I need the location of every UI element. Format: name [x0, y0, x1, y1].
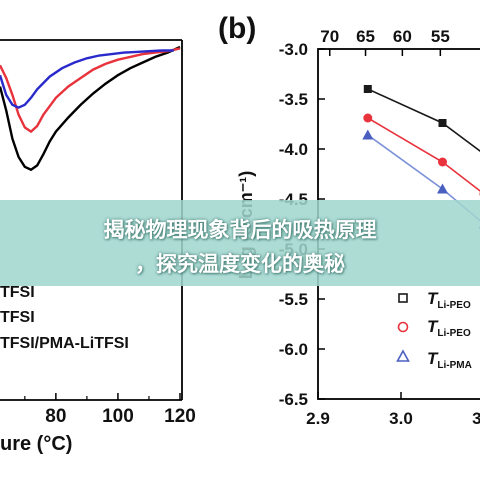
panel-b-ytick-label-2: -4.0 [279, 140, 308, 159]
panel-a-series-line-2 [0, 49, 174, 109]
panel-b-toptick-label-1: 65 [356, 27, 375, 46]
panel-a-legend-1: TFSI [0, 284, 35, 301]
panel-b-point-0-0 [363, 85, 372, 93]
panel-a-xtick-label-0: 80 [45, 406, 66, 427]
legend-label-3-T: T [427, 349, 439, 368]
panel-a-xtick-label-1: 100 [102, 406, 134, 427]
legend-label-3-sub: Li-PMA [437, 360, 471, 371]
panel-a-xticks: 80 100 120 [24, 393, 196, 427]
overlay-banner [0, 200, 480, 286]
panel-b-label: (b) [218, 12, 256, 45]
panel-a-xlabel: ure (°C) [0, 433, 72, 455]
panel-b-point-2-1 [437, 183, 448, 194]
panel-b-toptick-label-3: 55 [431, 27, 450, 46]
panel-b-ytick-label-5: -5.5 [279, 290, 308, 309]
legend-triangle-marker [396, 349, 410, 362]
legend-label-1-T: T [427, 289, 439, 308]
legend-label-2-T: T [427, 317, 439, 336]
panel-a-series [0, 45, 181, 172]
legend-label-2-sub: Li-PEO [437, 328, 471, 339]
panel-b-series-line-1 [367, 117, 480, 192]
legend-square-marker [398, 293, 408, 303]
panel-b-xtick-label-2: 3.1 [472, 409, 480, 428]
panel-a-legend-2: TFSI [0, 309, 35, 326]
panel-b-series [362, 85, 480, 229]
panel-a-legend-3: TFSI/PMA-LiTFSI [0, 335, 129, 352]
legend-label-1: TLi-PEO [427, 289, 471, 311]
overlay-title-line-1: 揭秘物理现象背后的吸热原理 [103, 218, 377, 242]
panel-b-series-line-0 [367, 88, 480, 153]
legend-circle-marker [397, 321, 409, 333]
panel-a-xtick-label-2: 120 [164, 406, 196, 427]
panel-b-ytick-label-1: -3.5 [279, 90, 308, 109]
panel-b-ytick-label-6: -6.0 [279, 340, 308, 359]
legend-label-1-sub: Li-PEO [437, 300, 471, 311]
panel-b-ytick-label-7: -6.5 [279, 390, 308, 409]
panel-b-xticks: 2.9 3.0 3.1 [306, 392, 480, 428]
panel-b-xtick-label-1: 3.0 [389, 409, 413, 428]
panel-b-point-2-0 [362, 129, 374, 140]
panel-b-xtick-label-0: 2.9 [306, 409, 330, 428]
panel-b-toptick-label-2: 60 [393, 27, 412, 46]
legend-label-3: TLi-PMA [427, 349, 472, 371]
legend-label-2: TLi-PEO [427, 317, 471, 339]
panel-b-legend: TLi-PEO TLi-PEO TLi-PMA [396, 289, 472, 371]
overlay-title-line-2: ，探究温度变化的奥秘 [135, 252, 345, 276]
panel-a: 80 100 120 TFSI TFSI TFSI/PMA-LiTFSI ure (… [0, 39, 196, 455]
panel-b-point-1-1 [438, 157, 447, 167]
panel-a-series-line-0 [0, 45, 181, 172]
panel-b-ytick-label-0: -3.0 [279, 40, 308, 59]
panel-b-topticks: 70 65 60 55 [320, 27, 450, 56]
panel-a-series-line-1 [0, 47, 181, 134]
panel-b-toptick-label-0: 70 [320, 27, 339, 46]
panel-b-point-1-0 [363, 113, 373, 123]
panel-b-point-0-1 [438, 119, 447, 127]
